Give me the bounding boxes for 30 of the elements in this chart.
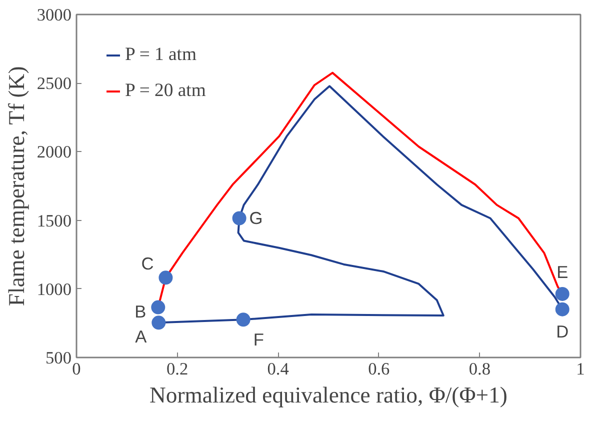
- x-tick-label: 0.4: [267, 360, 290, 378]
- annotation: B: [134, 301, 146, 322]
- x-tick-label: 1: [576, 360, 585, 378]
- point: [236, 312, 250, 327]
- legend-label: P = 20 atm: [125, 80, 206, 102]
- y-tick-label: 1000: [36, 280, 72, 299]
- y-tick-label: 3000: [36, 6, 72, 24]
- point: [555, 302, 570, 316]
- legend-label: P = 1 atm: [125, 44, 197, 66]
- annotation: E: [556, 262, 568, 282]
- x-tick-label: 0.8: [468, 360, 491, 378]
- x-tick-label: 0: [72, 360, 81, 378]
- y-tick-label: 500: [46, 348, 72, 368]
- annotation: C: [141, 254, 154, 274]
- x-tick-label: 0.2: [166, 360, 188, 378]
- point: [152, 316, 166, 330]
- y-axis-title: Flame temperature, Tf (K): [4, 66, 29, 306]
- y-tick-label: 2000: [36, 142, 72, 162]
- x-tick-label: 0.6: [368, 360, 390, 378]
- y-tick-label: 2500: [36, 74, 72, 94]
- point: [151, 300, 166, 314]
- annotation: F: [253, 330, 264, 350]
- y-tick-label: 1500: [36, 211, 72, 230]
- annotation: D: [556, 321, 569, 342]
- point: [555, 286, 570, 301]
- annotation: A: [135, 326, 148, 347]
- point: [232, 211, 246, 226]
- annotation: G: [249, 208, 263, 228]
- x-axis-title: Normalized equivalence ratio, Φ/(Φ+1): [150, 382, 508, 408]
- point: [158, 270, 173, 285]
